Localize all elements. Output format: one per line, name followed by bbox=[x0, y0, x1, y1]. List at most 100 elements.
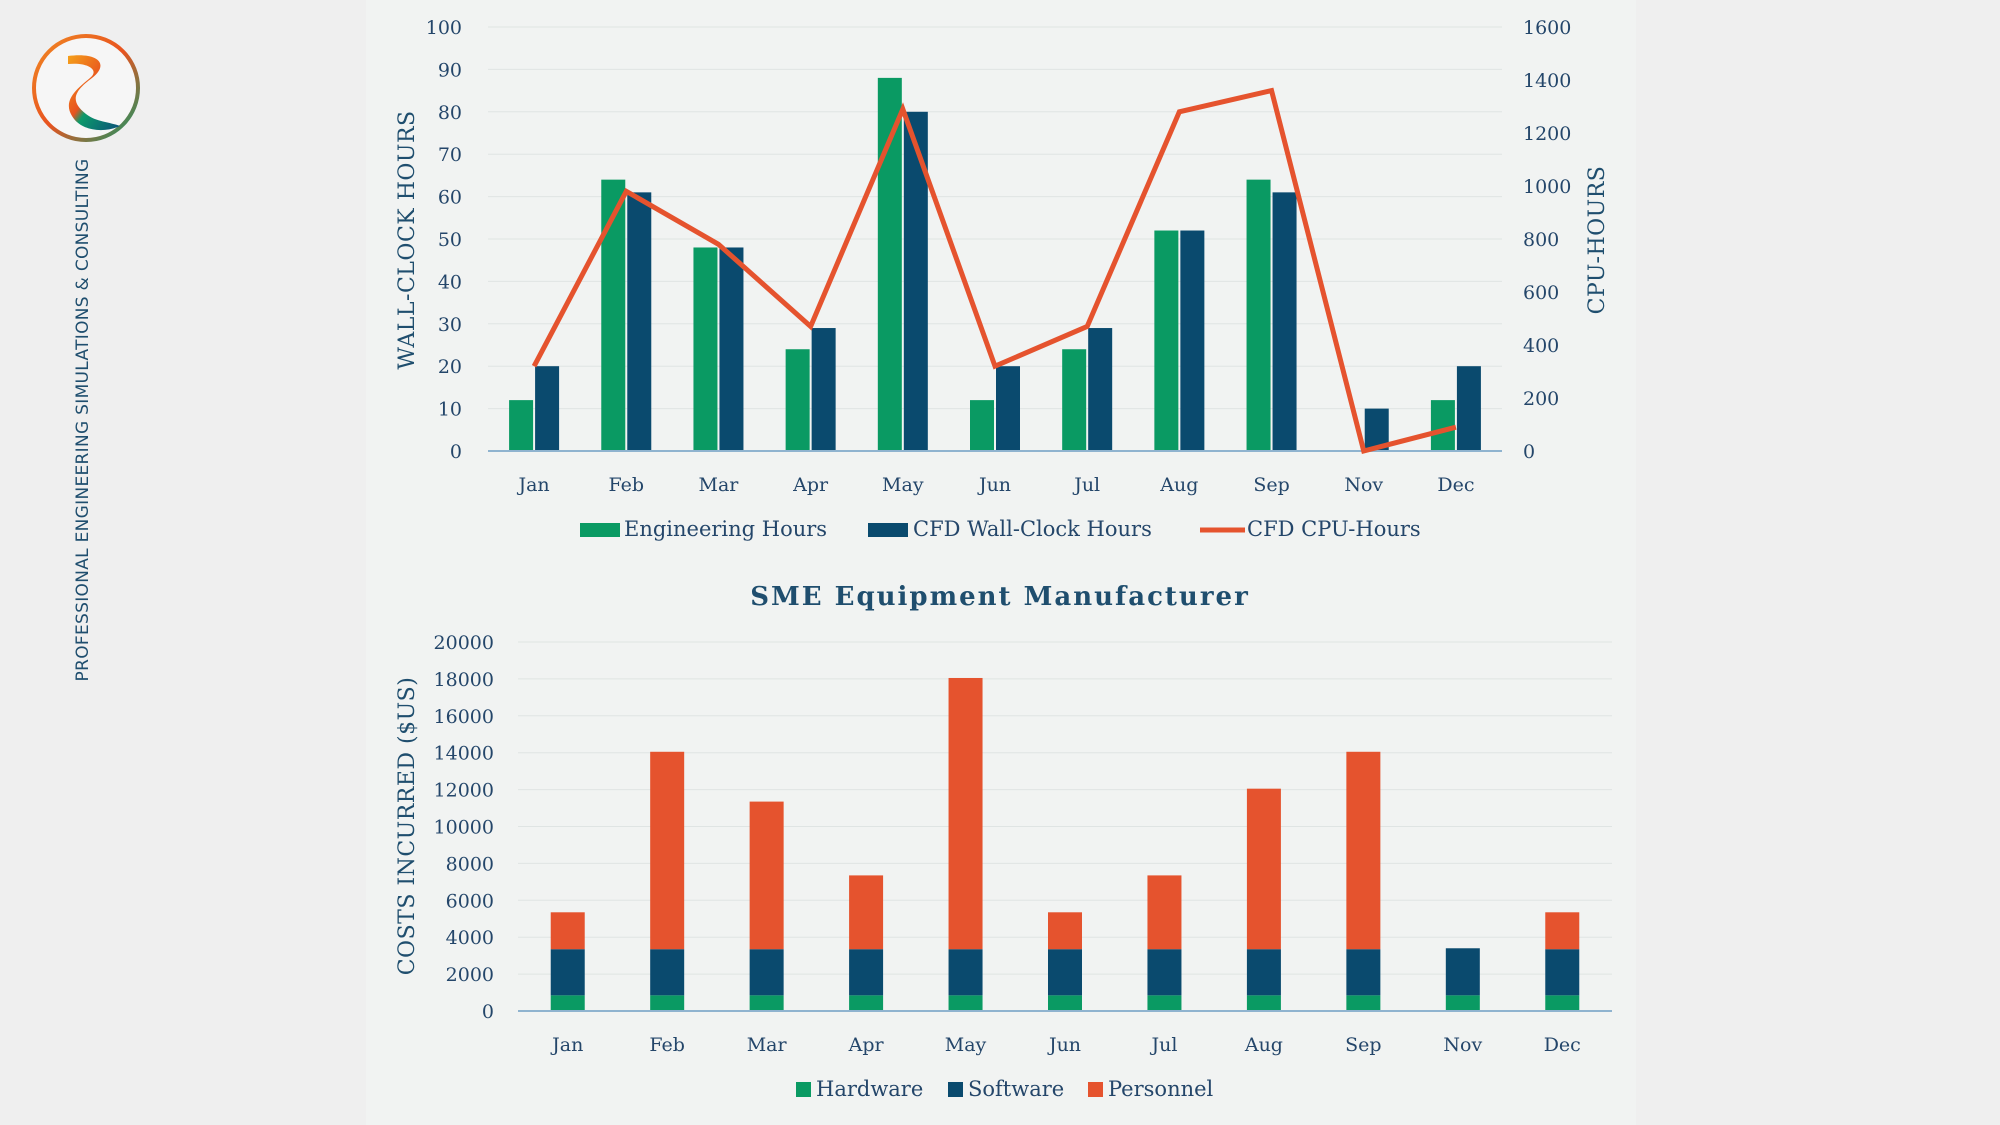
x-tick-label: Mar bbox=[747, 1034, 788, 1056]
bar-cfd-wall-clock-hours bbox=[996, 366, 1020, 451]
x-tick-label: Nov bbox=[1443, 1034, 1482, 1056]
bar-engineering-hours bbox=[1062, 349, 1087, 451]
x-tick-label: Nov bbox=[1344, 474, 1383, 496]
x-tick-label: Jun bbox=[977, 474, 1011, 496]
bar-personnel bbox=[1246, 788, 1281, 950]
bar-cfd-wall-clock-hours bbox=[1456, 366, 1481, 451]
hours-chart: 0102030405060708090100020040060080010001… bbox=[395, 17, 1610, 541]
bar-cfd-wall-clock-hours bbox=[627, 192, 652, 452]
x-tick-label: Sep bbox=[1253, 474, 1289, 496]
bar-engineering-hours bbox=[509, 400, 534, 451]
y-tick-label: 0 bbox=[482, 1001, 494, 1023]
bar-hardware bbox=[948, 995, 983, 1011]
bar-software bbox=[1048, 949, 1082, 996]
y-axis-title: COSTS INCURRED ($US) bbox=[395, 677, 420, 976]
y2-tick-label: 800 bbox=[1523, 229, 1559, 251]
y-tick-label: 60 bbox=[438, 187, 462, 209]
bar-software bbox=[849, 949, 884, 996]
x-tick-label: Feb bbox=[649, 1034, 685, 1056]
bar-engineering-hours bbox=[693, 247, 718, 451]
x-tick-label: May bbox=[882, 474, 924, 496]
x-tick-label: Dec bbox=[1544, 1034, 1581, 1056]
chart-title: SME Equipment Manufacturer bbox=[750, 582, 1250, 612]
y2-tick-label: 1600 bbox=[1523, 17, 1571, 39]
bar-cfd-wall-clock-hours bbox=[1180, 230, 1205, 451]
bar-hardware bbox=[1545, 995, 1580, 1011]
bar-hardware bbox=[650, 995, 685, 1011]
bar-engineering-hours bbox=[1154, 230, 1179, 451]
y-tick-label: 10 bbox=[438, 399, 462, 421]
legend-label-cfd-cpu-hours: CFD CPU-Hours bbox=[1247, 517, 1421, 541]
y-tick-label: 30 bbox=[438, 314, 462, 336]
y2-tick-label: 200 bbox=[1523, 388, 1559, 410]
bar-hardware bbox=[550, 995, 585, 1011]
legend-swatch-cfd-wall-clock bbox=[868, 523, 908, 537]
bar-hardware bbox=[749, 995, 784, 1011]
legend-label-personnel: Personnel bbox=[1108, 1077, 1214, 1101]
company-logo bbox=[32, 34, 140, 142]
bar-personnel bbox=[1048, 912, 1082, 950]
y2-tick-label: 1400 bbox=[1523, 70, 1571, 92]
x-tick-label: Jan bbox=[516, 474, 549, 496]
y-tick-label: 90 bbox=[438, 59, 462, 81]
y-tick-label: 8000 bbox=[446, 853, 494, 875]
bar-personnel bbox=[550, 912, 585, 950]
x-tick-label: Dec bbox=[1437, 474, 1474, 496]
bar-personnel bbox=[650, 751, 685, 950]
y-tick-label: 80 bbox=[438, 102, 462, 124]
bar-software bbox=[1147, 949, 1182, 996]
legend-label-hardware: Hardware bbox=[816, 1077, 923, 1101]
y-tick-label: 50 bbox=[438, 229, 462, 251]
y-tick-label: 16000 bbox=[434, 706, 494, 728]
y-tick-label: 2000 bbox=[446, 964, 494, 986]
bar-cfd-wall-clock-hours bbox=[811, 328, 836, 451]
x-tick-label: Apr bbox=[848, 1034, 885, 1056]
bar-personnel bbox=[948, 677, 983, 950]
legend-label-software: Software bbox=[968, 1077, 1064, 1101]
bar-hardware bbox=[1445, 995, 1480, 1011]
x-tick-label: Jul bbox=[1072, 474, 1100, 496]
y-tick-label: 100 bbox=[426, 17, 462, 39]
x-tick-label: Feb bbox=[608, 474, 644, 496]
y2-axis-title: CPU-HOURS bbox=[1585, 166, 1610, 315]
bar-engineering-hours bbox=[1430, 400, 1455, 451]
y-tick-label: 40 bbox=[438, 271, 462, 293]
bar-hardware bbox=[1346, 995, 1381, 1011]
bar-software bbox=[749, 949, 784, 996]
y-tick-label: 10000 bbox=[434, 817, 494, 839]
y-tick-label: 70 bbox=[438, 144, 462, 166]
legend-label-engineering: Engineering Hours bbox=[624, 517, 827, 541]
bar-cfd-wall-clock-hours bbox=[719, 247, 744, 451]
bar-cfd-wall-clock-hours bbox=[1272, 192, 1297, 452]
bar-hardware bbox=[1246, 995, 1281, 1011]
y2-tick-label: 1000 bbox=[1523, 176, 1571, 198]
bar-cfd-wall-clock-hours bbox=[535, 366, 560, 451]
bar-personnel bbox=[1147, 875, 1182, 950]
bar-hardware bbox=[1147, 995, 1182, 1011]
y-tick-label: 12000 bbox=[434, 780, 494, 802]
y2-tick-label: 1200 bbox=[1523, 123, 1571, 145]
x-tick-label: May bbox=[945, 1034, 987, 1056]
y-tick-label: 20 bbox=[438, 356, 462, 378]
y2-tick-label: 600 bbox=[1523, 282, 1559, 304]
legend-swatch-hardware bbox=[796, 1082, 811, 1097]
legend-swatch-engineering bbox=[580, 523, 620, 537]
bar-personnel bbox=[1346, 751, 1381, 950]
y-tick-label: 20000 bbox=[434, 632, 494, 654]
bar-engineering-hours bbox=[785, 349, 810, 451]
logo-mark bbox=[68, 55, 120, 131]
legend-label-cfd-wall-clock: CFD Wall-Clock Hours bbox=[913, 517, 1152, 541]
bar-engineering-hours bbox=[970, 400, 994, 451]
y2-tick-label: 400 bbox=[1523, 335, 1559, 357]
bar-personnel bbox=[749, 801, 784, 950]
legend-swatch-software bbox=[948, 1082, 963, 1097]
x-tick-label: Mar bbox=[699, 474, 740, 496]
bar-software bbox=[650, 949, 685, 996]
y-tick-label: 6000 bbox=[446, 890, 494, 912]
bar-software bbox=[1246, 949, 1281, 996]
bar-personnel bbox=[849, 875, 884, 950]
x-tick-label: Aug bbox=[1244, 1034, 1283, 1056]
x-tick-label: Jul bbox=[1149, 1034, 1177, 1056]
x-tick-label: Jun bbox=[1047, 1034, 1081, 1056]
